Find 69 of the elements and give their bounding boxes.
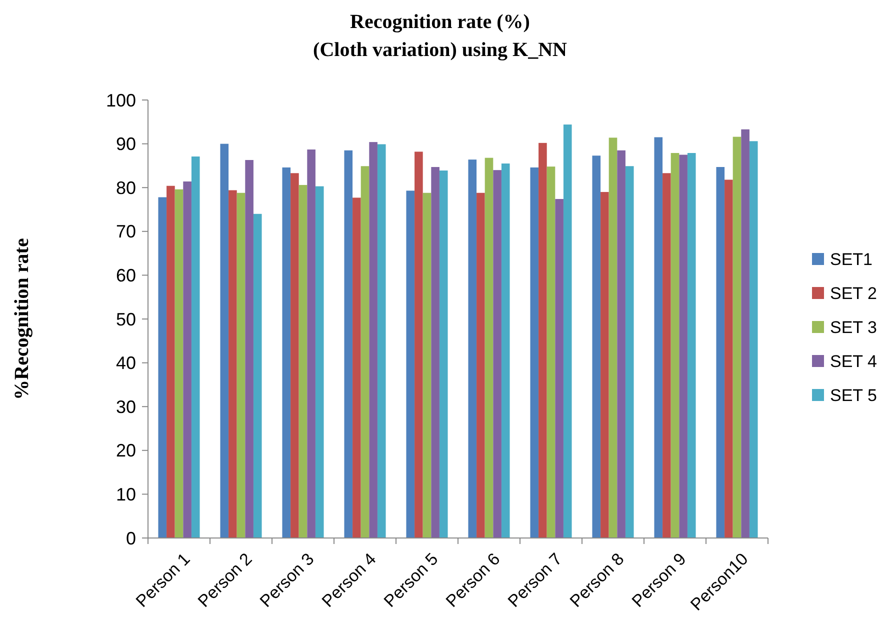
legend-label: SET 2 xyxy=(830,284,877,303)
legend-label: SET1 xyxy=(830,250,873,269)
bar xyxy=(741,129,750,538)
bar xyxy=(484,158,494,538)
y-tick-label: 50 xyxy=(116,309,136,330)
bar xyxy=(617,150,626,538)
bar xyxy=(468,160,477,538)
bar xyxy=(476,192,485,538)
bar xyxy=(245,160,254,538)
bar xyxy=(493,170,502,538)
bar xyxy=(592,156,601,538)
y-tick-label: 30 xyxy=(116,396,136,417)
chart-title: Recognition rate (%) xyxy=(350,11,530,33)
bar xyxy=(563,124,572,538)
bar xyxy=(662,173,671,538)
y-tick-label: 40 xyxy=(116,353,136,374)
bar xyxy=(369,142,378,538)
bar xyxy=(538,142,547,538)
bar xyxy=(191,156,200,538)
bar xyxy=(298,184,308,538)
y-tick-label: 60 xyxy=(116,266,136,286)
bar xyxy=(228,190,237,538)
bar xyxy=(732,136,742,538)
bar xyxy=(555,198,564,538)
bar xyxy=(625,166,634,538)
y-tick-label: 0 xyxy=(126,528,136,548)
y-tick-label: 100 xyxy=(106,90,136,110)
bar xyxy=(174,189,184,538)
y-tick-label: 20 xyxy=(116,440,136,461)
bar xyxy=(307,149,316,538)
bar xyxy=(422,192,432,538)
bar xyxy=(352,198,361,538)
bar xyxy=(282,167,291,538)
bar xyxy=(414,152,423,538)
chart-subtitle: (Cloth variation) using K_NN xyxy=(313,39,568,61)
bar xyxy=(687,153,696,538)
bar xyxy=(377,144,386,538)
bar xyxy=(406,190,415,538)
bar xyxy=(670,153,680,538)
y-tick-label: 10 xyxy=(116,484,136,504)
bar xyxy=(546,166,556,538)
bar xyxy=(166,186,175,538)
bar xyxy=(749,141,758,538)
bar xyxy=(439,170,448,538)
y-tick-label: 80 xyxy=(116,178,136,198)
bar xyxy=(501,164,510,538)
y-tick-label: 70 xyxy=(116,222,136,242)
legend-label: SET 5 xyxy=(830,386,877,405)
bar xyxy=(236,192,246,538)
bar xyxy=(716,167,725,538)
bar xyxy=(183,181,192,538)
y-tick-label: 90 xyxy=(116,134,136,154)
bar xyxy=(220,144,229,538)
bar xyxy=(608,138,618,538)
bar xyxy=(253,214,262,538)
bar xyxy=(530,167,539,538)
bar xyxy=(158,197,167,538)
bar xyxy=(679,154,688,538)
bar xyxy=(344,150,353,538)
legend-label: SET 3 xyxy=(830,318,877,337)
bar xyxy=(315,186,324,538)
y-axis-title: %Recognition rate xyxy=(11,238,33,400)
legend-label: SET 4 xyxy=(830,352,877,371)
bar xyxy=(724,180,733,538)
bar xyxy=(360,166,370,538)
bar xyxy=(600,192,609,538)
bar xyxy=(290,173,299,538)
bar xyxy=(654,137,663,538)
bar xyxy=(431,167,440,538)
